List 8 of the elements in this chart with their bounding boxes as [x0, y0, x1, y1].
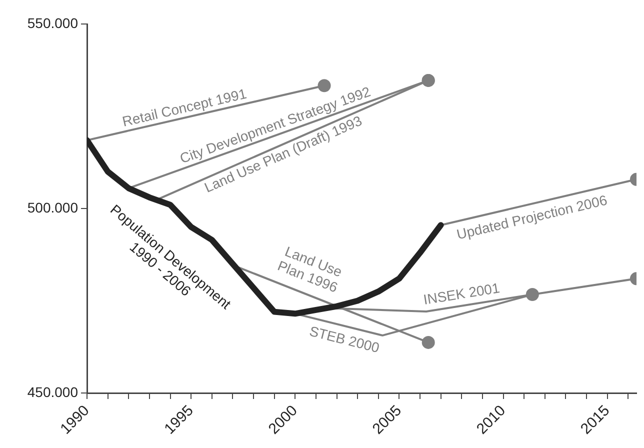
text: Retail Concept 1991: [120, 85, 248, 130]
text: Land Use Plan 1996: [275, 242, 345, 296]
text: STEB 2000: [308, 322, 382, 356]
y-tick-label: 450.000: [27, 384, 78, 400]
y-tick-label: 550.000: [27, 14, 78, 31]
text: Updated Projection 2006: [455, 192, 609, 242]
text: INSEK 2001: [422, 280, 501, 308]
y-tick-label: 500.000: [27, 199, 78, 216]
